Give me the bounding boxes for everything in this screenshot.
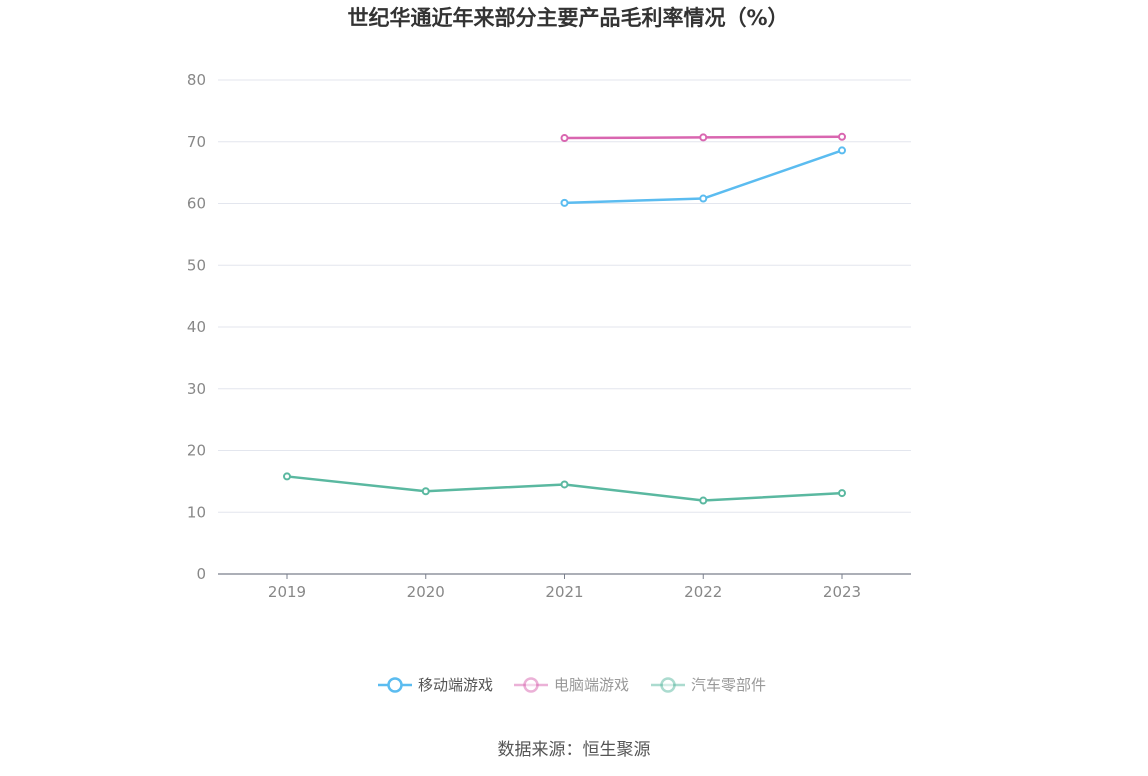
source-note: 数据来源：恒生聚源 — [498, 740, 651, 760]
legend[interactable]: 移动端游戏 电脑端游戏 汽车零部件 — [378, 676, 766, 694]
legend-item-1[interactable]: 电脑端游戏 — [514, 676, 629, 694]
data-point[interactable] — [421, 487, 430, 496]
y-tick-label: 10 — [187, 503, 206, 521]
legend-label: 电脑端游戏 — [554, 676, 629, 694]
legend-swatch-marker — [387, 677, 403, 693]
data-point[interactable] — [560, 198, 569, 207]
data-point[interactable] — [560, 480, 569, 489]
y-tick-label: 30 — [187, 380, 206, 398]
y-tick-label: 40 — [187, 318, 206, 336]
legend-label: 移动端游戏 — [418, 676, 493, 694]
y-tick-label: 20 — [187, 442, 206, 460]
data-point[interactable] — [560, 134, 569, 143]
x-tick-label: 2023 — [823, 583, 861, 601]
y-tick-label: 70 — [187, 133, 206, 151]
x-tick-label: 2022 — [684, 583, 722, 601]
data-point[interactable] — [699, 496, 708, 505]
data-point[interactable] — [283, 472, 291, 481]
x-tick-label: 2021 — [545, 583, 583, 601]
grid-lines: 0 10 20 30 40 50 60 70 80 — [187, 71, 911, 583]
y-tick-label: 50 — [187, 256, 206, 274]
legend-swatch-marker — [660, 677, 676, 693]
legend-item-0[interactable]: 移动端游戏 — [378, 676, 493, 694]
data-point[interactable] — [699, 133, 708, 142]
x-axis: 2019 2020 2021 2022 2023 — [218, 573, 911, 601]
chart-title: 世纪华通近年来部分主要产品毛利率情况（%） — [347, 6, 788, 30]
data-point[interactable] — [838, 132, 846, 141]
y-tick-label: 60 — [187, 195, 206, 213]
y-tick-label: 0 — [196, 565, 206, 583]
x-tick-label: 2020 — [407, 583, 445, 601]
series-1 — [560, 132, 846, 143]
data-point[interactable] — [838, 146, 846, 155]
data-point[interactable] — [699, 194, 708, 203]
legend-swatch-marker — [523, 677, 539, 693]
data-point[interactable] — [838, 489, 846, 498]
series-lines — [283, 132, 846, 505]
series-2 — [283, 472, 846, 505]
series-line — [286, 475, 843, 502]
x-tick-label: 2019 — [268, 583, 306, 601]
y-tick-label: 80 — [187, 71, 206, 89]
legend-item-2[interactable]: 汽车零部件 — [651, 676, 766, 694]
legend-label: 汽车零部件 — [691, 676, 766, 694]
series-0 — [560, 146, 846, 207]
